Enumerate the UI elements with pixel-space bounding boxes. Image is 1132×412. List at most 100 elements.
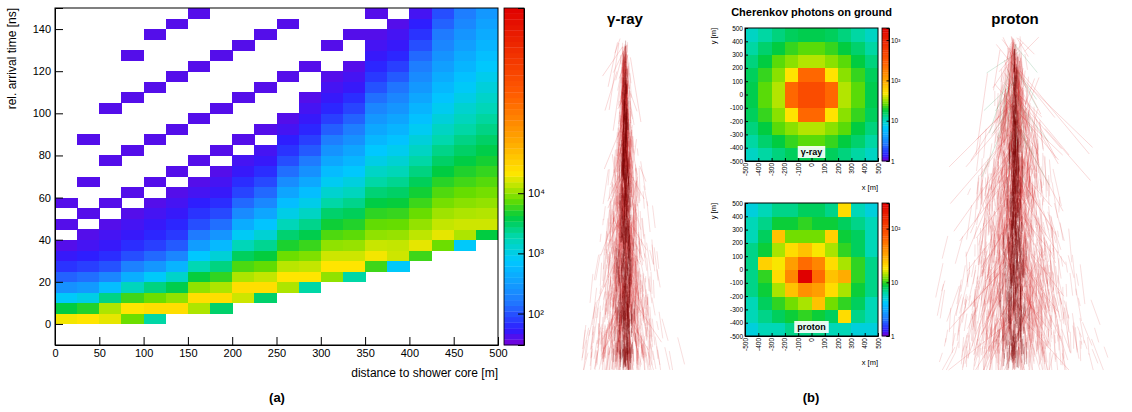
tick-label: -200 (730, 118, 743, 125)
ground-title: Cherenkov photons on ground (731, 6, 892, 18)
heatmap-cell (865, 134, 878, 148)
colorbar-step (882, 332, 889, 335)
heatmap-cell (798, 55, 812, 69)
heatmap-cell (812, 81, 826, 95)
heatmap-cell (232, 261, 255, 272)
heatmap-cell (758, 216, 772, 230)
heatmap-cell (838, 121, 852, 135)
heatmap-cell (232, 208, 255, 219)
tick-mark (745, 203, 748, 204)
colorbar-step (882, 61, 889, 64)
tick-label: 100 (33, 107, 51, 119)
tick-label: 10³ (528, 247, 544, 259)
heatmap-cell (812, 28, 826, 42)
colorbar-step (882, 50, 889, 53)
tick: -100 (795, 158, 802, 176)
colorbar-frame (882, 28, 889, 161)
colorbar-step (882, 274, 889, 277)
colorbar-step (504, 126, 524, 132)
heatmap-cell (232, 92, 255, 103)
heatmap-cell (299, 113, 322, 124)
heatmap-cell (745, 68, 759, 82)
heatmap-cell (144, 250, 167, 261)
heatmap-cell (825, 230, 839, 244)
heatmap-cell (277, 166, 300, 177)
tick: -400 (755, 333, 762, 351)
heatmap-cell (77, 282, 100, 293)
heatmap-cell (321, 103, 344, 114)
tick-label: 150 (179, 347, 197, 359)
heatmap-cell (166, 198, 189, 209)
heatmap-cell (798, 121, 812, 135)
heatmap-cell (851, 148, 865, 161)
tick-label: 10⁴ (528, 187, 545, 199)
heatmap-cell (745, 216, 759, 230)
heatmap-cell (865, 68, 878, 82)
heatmap-cell (121, 292, 144, 303)
tick-mark (144, 337, 145, 345)
heatmap-cell (772, 270, 786, 284)
tick-mark (745, 68, 748, 69)
heatmap-cell (798, 283, 812, 297)
colorbar-step (882, 70, 889, 73)
heatmap-cell (121, 229, 144, 240)
axis-line (746, 29, 749, 162)
tick-mark (55, 198, 63, 199)
heatmap-cell (210, 282, 233, 293)
heatmap-cell (745, 296, 759, 310)
y-axis: -500-400-300-200-1000100200300400500 (730, 200, 748, 340)
colorbar-step (882, 59, 889, 62)
heatmap-cell (343, 240, 366, 251)
axis-line (56, 337, 499, 346)
x-axis-title: distance to shower core [m] (351, 366, 498, 380)
heatmap-cell (166, 261, 189, 272)
heatmap-cell (476, 177, 498, 188)
heatmap-cell (432, 198, 455, 209)
heatmap-cell (188, 187, 211, 198)
colorbar-step (882, 46, 889, 49)
tick: 10² (887, 77, 902, 84)
colorbar-step (882, 232, 889, 235)
heatmap-cell (210, 198, 233, 209)
tick-label: 500 (732, 25, 743, 32)
heatmap-cell (409, 50, 432, 61)
heatmap-cell (210, 240, 233, 251)
tick-mark (838, 333, 839, 336)
heatmap-cell (343, 271, 366, 282)
colorbar-step (504, 177, 524, 183)
colorbar-step (504, 334, 524, 340)
heatmap-cell (409, 134, 432, 145)
tick: 40 (39, 234, 63, 246)
heatmap-cell (77, 292, 100, 303)
colorbar-step (882, 210, 889, 213)
tick-label: 450 (445, 347, 463, 359)
heatmap-cell (812, 203, 826, 217)
heatmap-cell (772, 108, 786, 122)
colorbar-axis: 10² 10³ 10⁴ (518, 9, 545, 346)
tick-label: 10² (528, 308, 544, 320)
heatmap-cells (745, 28, 878, 161)
heatmap-cell (277, 71, 300, 82)
heatmap-cell (188, 271, 211, 282)
colorbar-axis: 11010² (887, 204, 902, 340)
heatmap-cell (343, 155, 366, 166)
heatmap-cell (454, 124, 477, 135)
heatmap-cell (321, 71, 344, 82)
heatmap-cell (758, 256, 772, 270)
colorbar-step (504, 294, 524, 300)
tick-mark (745, 309, 748, 310)
heatmap-cell (343, 134, 366, 145)
tick: -200 (781, 333, 788, 351)
heatmap-cell (745, 41, 759, 55)
x-axis: 050100150200250300350400450500 (52, 337, 507, 359)
tick-mark (745, 336, 748, 337)
tick-mark (825, 158, 826, 161)
colorbar-step (882, 121, 889, 124)
colorbar-step (882, 83, 889, 86)
heatmap-cell (343, 71, 366, 82)
tick: 500 (875, 333, 882, 349)
heatmap-cell (77, 313, 100, 324)
colorbar-step (504, 103, 524, 109)
colorbar-step (882, 296, 889, 299)
colorbar-step (882, 305, 889, 308)
